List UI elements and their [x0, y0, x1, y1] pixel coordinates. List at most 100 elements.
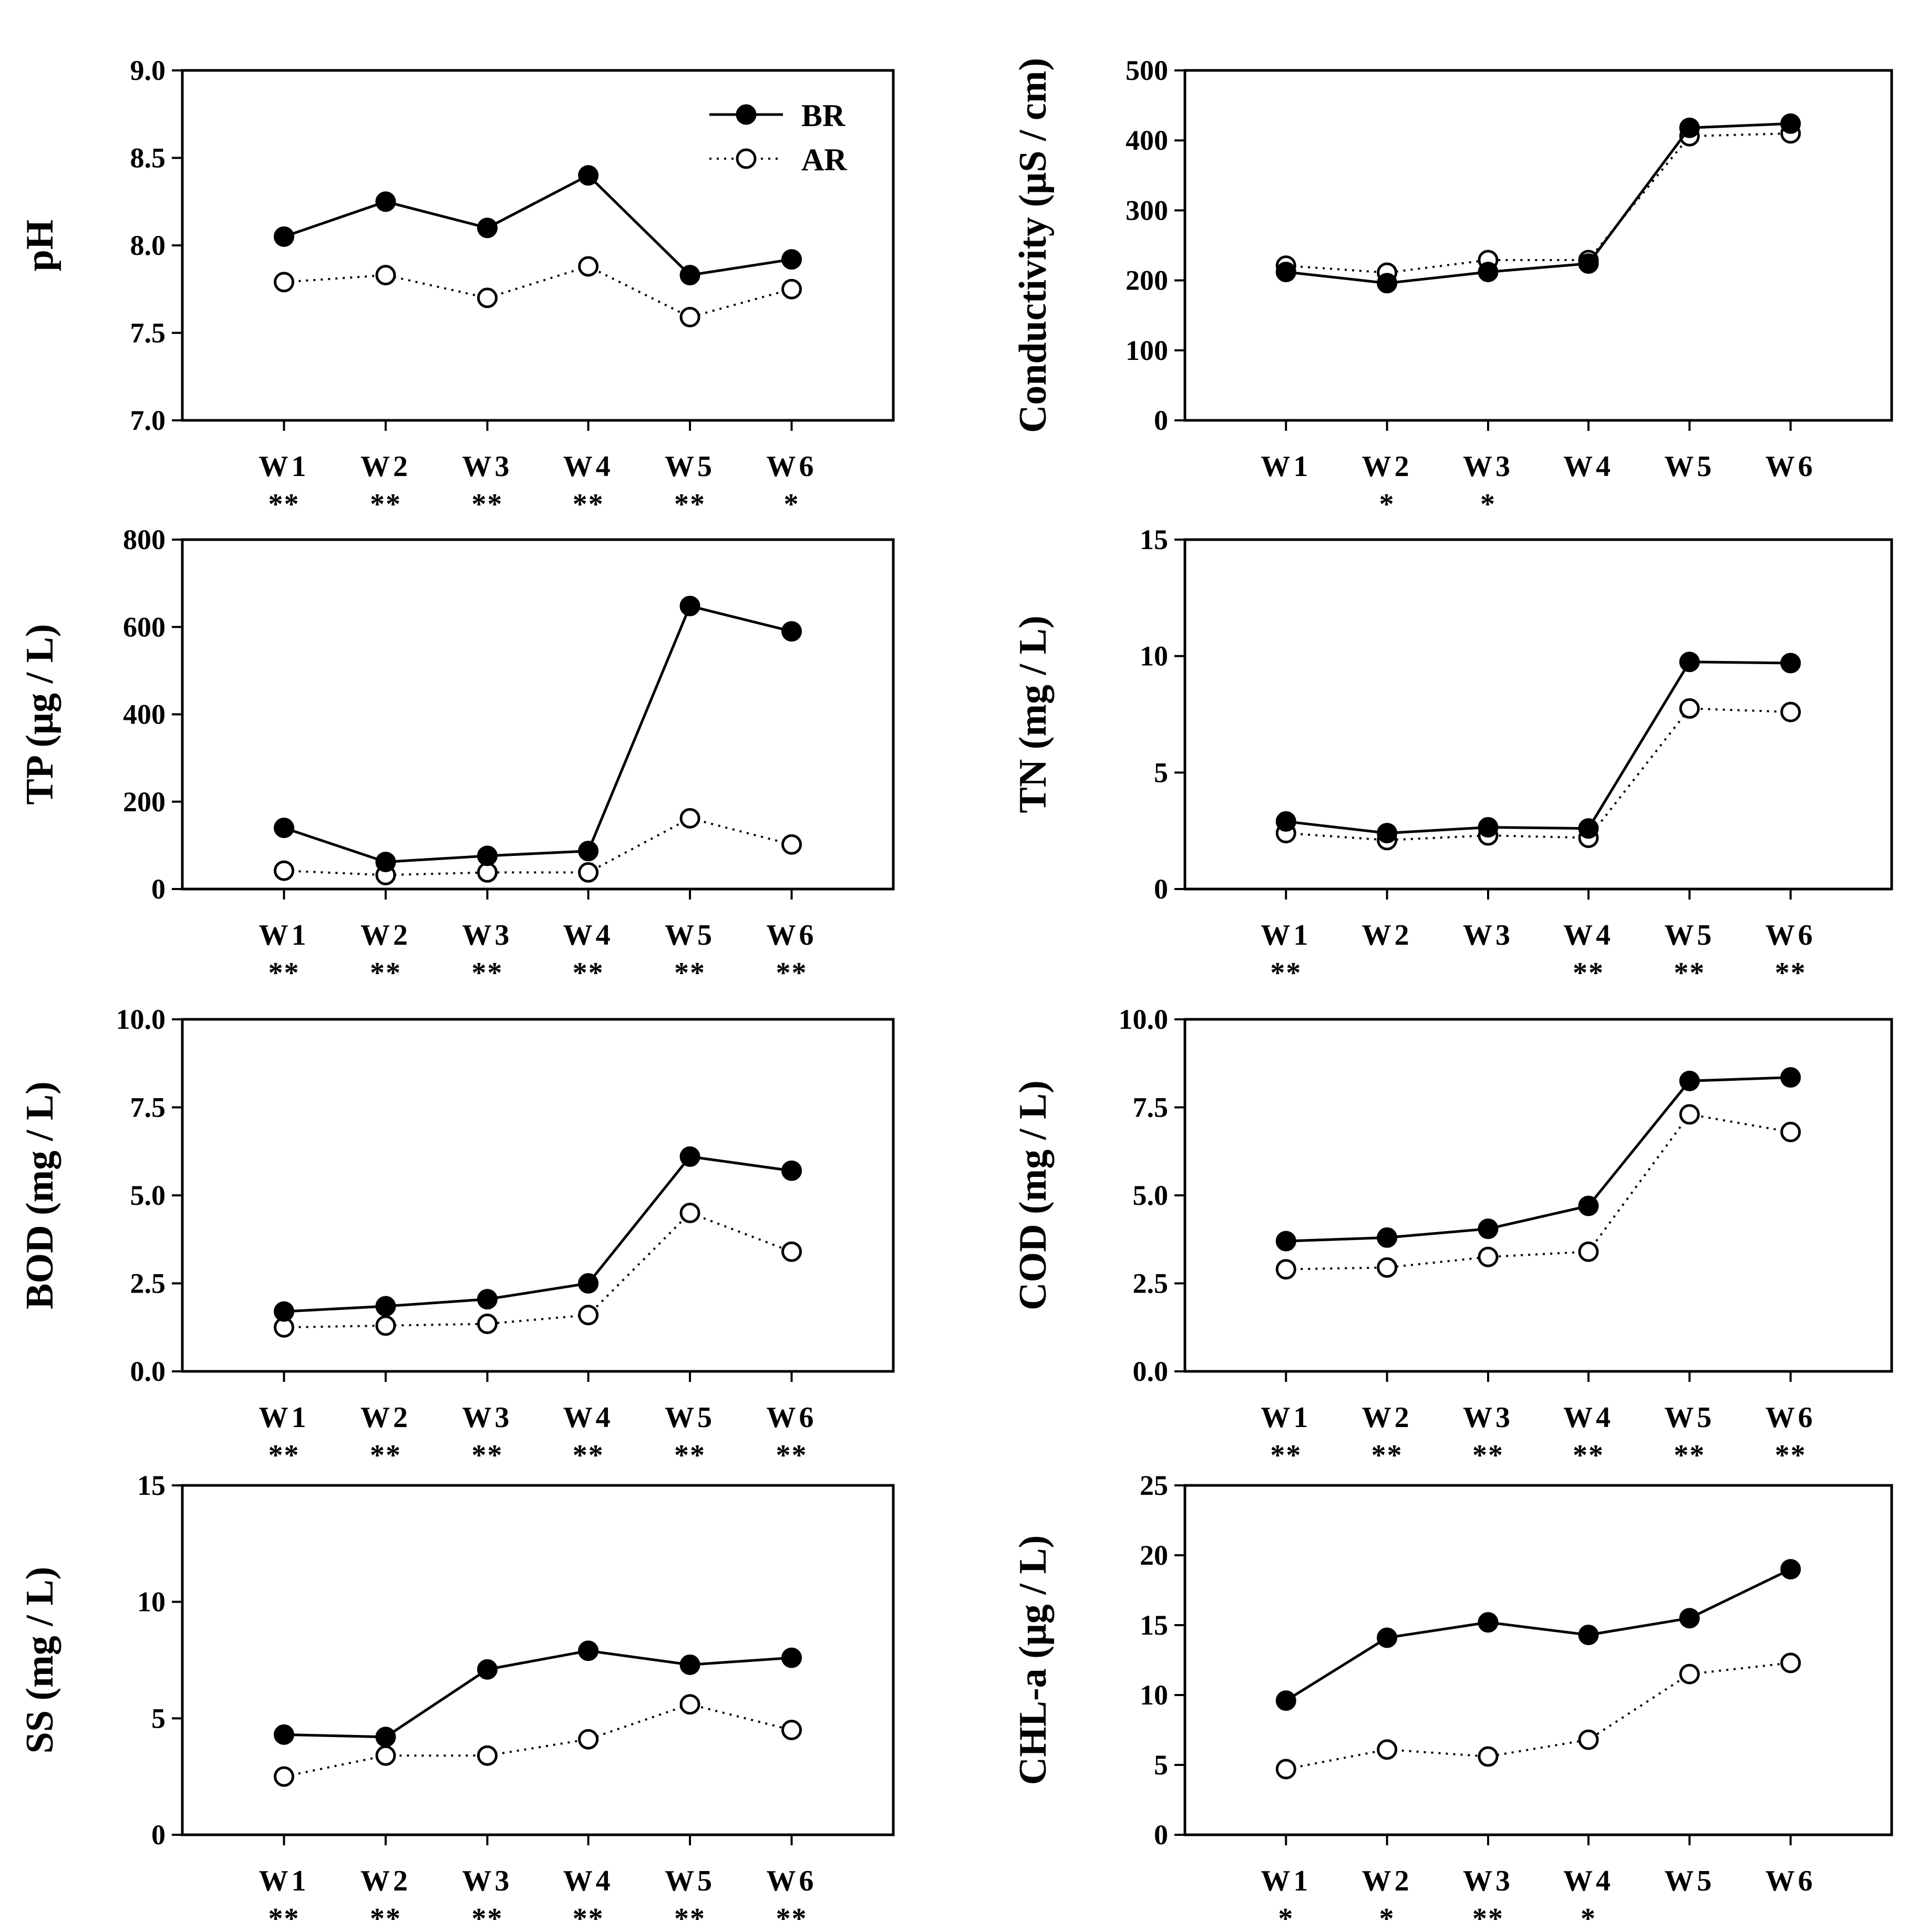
y-tick-label: 15: [1140, 1609, 1168, 1641]
x-tick-label: W4: [563, 1401, 614, 1434]
x-tick-label: W1: [259, 919, 309, 952]
data-point-ar: [679, 1694, 700, 1715]
y-tick-label: 0: [151, 873, 166, 905]
y-tick-label: 600: [123, 611, 166, 643]
data-point-br: [1679, 1070, 1700, 1091]
series-line-br: [284, 1649, 792, 1739]
significance-mark: **: [268, 1439, 300, 1472]
significance-mark: *: [1480, 488, 1496, 521]
x-tick-label: W3: [1463, 450, 1513, 483]
data-point-ar: [781, 278, 802, 299]
plot-frame: [1183, 538, 1893, 891]
data-point-br: [1679, 1608, 1700, 1629]
y-tick-label: 10: [137, 1586, 166, 1618]
x-tick-label: W6: [1766, 450, 1816, 483]
series-line-ar: [1286, 707, 1791, 841]
x-tick-label: W1: [1261, 919, 1311, 952]
significance-mark: **: [471, 488, 503, 521]
data-point-br: [578, 1640, 599, 1661]
significance-mark: **: [1472, 1903, 1504, 1932]
y-axis-label: CHL-a (μg / L): [1012, 1535, 1055, 1785]
chart-panel: 0 5 10 15 W1 ** W2 ** W3 ** W4 ** W5 ** W6 ** SS (mg / L…: [18, 1470, 895, 1932]
significance-mark: **: [268, 1903, 300, 1932]
chart-panel: 0.0 2.5 5.0 7.5 10.0 W1 ** W2 ** W3 ** W4 ** W5 ** W6 **…: [18, 1004, 895, 1472]
data-point-br: [1377, 1227, 1398, 1248]
y-tick-label: 20: [1140, 1540, 1168, 1571]
y-tick-label: 0: [1154, 873, 1168, 905]
series-line-ar: [1285, 1661, 1791, 1770]
data-point-ar: [1780, 1652, 1801, 1673]
data-point-ar: [375, 1315, 396, 1336]
x-tick-label: W2: [360, 919, 411, 952]
data-point-br: [781, 1647, 802, 1668]
chart-panel: 7.0 7.5 8.0 8.5 9.0 W1 ** W2 ** W3 ** W4 ** W5 ** W6 * pH…: [18, 55, 895, 521]
significance-mark: **: [268, 957, 300, 989]
significance-mark: **: [776, 1439, 808, 1472]
y-axis-label: Conductivity (μS / cm): [1012, 58, 1055, 433]
data-point-ar: [1275, 1259, 1296, 1280]
data-point-br: [1478, 817, 1499, 838]
data-point-ar: [578, 256, 599, 277]
data-point-br: [1578, 253, 1599, 274]
significance-mark: **: [1270, 957, 1302, 989]
x-tick-label: W3: [1463, 1865, 1513, 1897]
data-point-ar: [578, 862, 599, 883]
y-tick-label: 5: [1154, 1749, 1168, 1781]
x-tick-label: W6: [767, 1401, 817, 1434]
data-point-br: [1478, 1612, 1499, 1633]
x-tick-label: W2: [1362, 1865, 1412, 1897]
significance-mark: **: [1775, 1439, 1807, 1472]
series-line-ar: [284, 1212, 792, 1329]
x-tick-label: W4: [1563, 919, 1614, 952]
y-tick-label: 7.5: [130, 317, 166, 349]
y-tick-label: 5.0: [1133, 1180, 1169, 1211]
significance-mark: **: [471, 1439, 503, 1472]
chart-panel: 0 100 200 300 400 500 W1 W2 * W3 * W4 W5 W6 Conductivi…: [1012, 55, 1893, 521]
data-point-ar: [1679, 1664, 1700, 1685]
data-point-br: [781, 249, 802, 270]
data-point-br: [273, 1301, 294, 1322]
data-point-ar: [1780, 701, 1801, 722]
x-tick-label: W6: [767, 450, 817, 483]
data-point-ar: [1578, 1241, 1599, 1262]
legend-label-ar: AR: [801, 142, 847, 177]
y-tick-label: 5.0: [130, 1180, 166, 1211]
data-point-br: [477, 1289, 498, 1310]
x-tick-label: W6: [1766, 919, 1816, 952]
y-tick-label: 200: [1126, 265, 1168, 296]
y-tick-label: 7.5: [1133, 1092, 1169, 1123]
data-point-ar: [578, 1729, 599, 1750]
data-point-ar: [781, 834, 802, 855]
y-tick-label: 8.0: [130, 230, 166, 261]
y-tick-label: 400: [1126, 125, 1168, 156]
x-tick-label: W2: [1362, 450, 1412, 483]
data-point-ar: [578, 1305, 599, 1326]
data-point-br: [1679, 117, 1700, 138]
data-point-ar: [1679, 698, 1700, 719]
x-tick-label: W5: [1664, 919, 1715, 952]
data-point-br: [578, 1273, 599, 1294]
legend-marker-br: [736, 104, 757, 125]
significance-mark: **: [674, 957, 706, 989]
data-point-ar: [1780, 1121, 1801, 1142]
data-point-br: [1275, 811, 1296, 832]
y-tick-label: 10.0: [1119, 1004, 1169, 1035]
data-point-br: [375, 851, 396, 872]
x-tick-label: W6: [767, 919, 817, 952]
data-point-br: [578, 841, 599, 862]
plot-frame: [181, 1484, 895, 1836]
data-point-ar: [273, 272, 294, 293]
significance-mark: **: [776, 1903, 808, 1932]
x-tick-label: W4: [1563, 450, 1614, 483]
data-point-br: [1780, 653, 1801, 674]
significance-mark: *: [784, 488, 800, 521]
x-tick-label: W4: [1563, 1865, 1614, 1897]
x-tick-label: W5: [1664, 1401, 1715, 1434]
significance-mark: **: [573, 957, 604, 989]
y-tick-label: 0.0: [130, 1356, 166, 1387]
y-tick-label: 10: [1140, 640, 1168, 672]
significance-mark: **: [370, 1903, 401, 1932]
y-axis-label: TN (mg / L): [1012, 615, 1055, 813]
x-tick-label: W2: [360, 1865, 411, 1897]
x-tick-label: W2: [1362, 1401, 1412, 1434]
